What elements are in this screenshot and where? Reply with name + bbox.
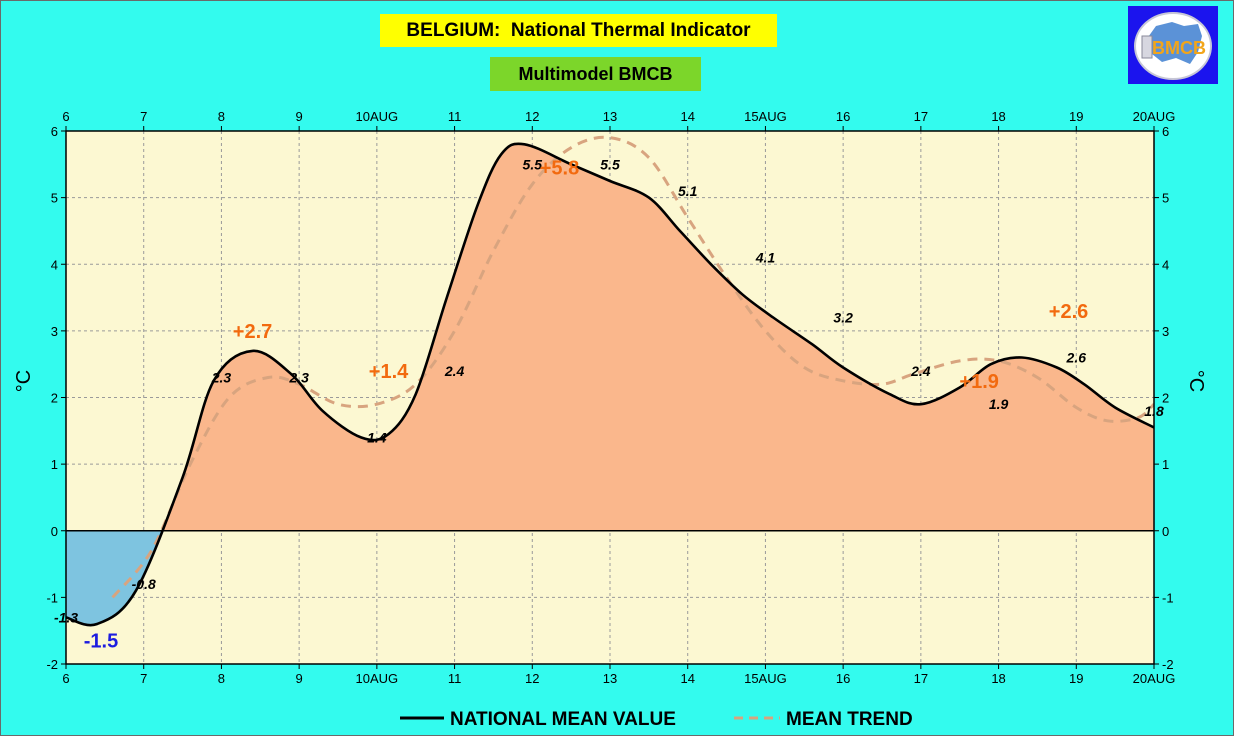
x-tick-label-bottom: 17 (914, 671, 928, 686)
data-label: 2.3 (288, 370, 309, 386)
extreme-min-label: +1.9 (959, 371, 998, 393)
y-tick-label-right: -1 (1162, 590, 1174, 605)
y-axis-title-left: °C (13, 370, 35, 392)
y-tick-label-right: 0 (1162, 524, 1169, 539)
national-mean-line (66, 142, 1154, 627)
x-tick-label-bottom: 15AUG (744, 671, 787, 686)
extreme-min-label: -1.5 (84, 631, 118, 653)
x-tick-label-bottom: 10AUG (356, 671, 399, 686)
bmcb-logo: BMCB (1128, 6, 1218, 84)
x-tick-label-bottom: 8 (218, 671, 225, 686)
x-tick-label-top: 20AUG (1133, 109, 1176, 124)
y-tick-label-left: 3 (51, 324, 58, 339)
x-tick-label-bottom: 11 (448, 671, 462, 686)
x-tick-label-bottom: 13 (603, 671, 617, 686)
y-tick-label-left: -1 (46, 590, 58, 605)
data-label: 2.4 (910, 363, 931, 379)
x-tick-label-top: 12 (525, 109, 539, 124)
data-label: 1.8 (1144, 403, 1164, 419)
x-tick-label-bottom: 7 (140, 671, 147, 686)
x-tick-label-bottom: 14 (680, 671, 694, 686)
y-tick-label-left: 6 (51, 124, 58, 139)
x-tick-label-bottom: 6 (62, 671, 69, 686)
y-tick-label-right: -2 (1162, 657, 1174, 672)
data-label: 2.4 (444, 363, 465, 379)
x-tick-label-top: 10AUG (356, 109, 399, 124)
data-label: 5.5 (523, 156, 543, 172)
y-tick-label-left: 5 (51, 191, 58, 206)
chart-subtitle: Multimodel BMCB (490, 57, 701, 91)
y-tick-label-left: 0 (51, 524, 58, 539)
x-tick-label-top: 8 (218, 109, 225, 124)
y-axis-title-right: °C (1185, 370, 1207, 392)
y-tick-label-right: 6 (1162, 124, 1169, 139)
chart-title: BELGIUM: National Thermal Indicator (380, 14, 777, 47)
legend: NATIONAL MEAN VALUE MEAN TREND (400, 709, 913, 730)
x-tick-label-top: 19 (1069, 109, 1083, 124)
data-label: 2.6 (1066, 350, 1087, 366)
extreme-max-label: +2.6 (1049, 301, 1088, 323)
x-tick-label-bottom: 12 (525, 671, 539, 686)
y-tick-label-left: 2 (51, 391, 58, 406)
y-tick-label-right: 3 (1162, 324, 1169, 339)
x-tick-label-top: 14 (680, 109, 694, 124)
legend-mean-label: NATIONAL MEAN VALUE (450, 709, 676, 730)
x-tick-label-bottom: 9 (296, 671, 303, 686)
y-tick-label-right: 5 (1162, 191, 1169, 206)
data-label: 4.1 (755, 250, 776, 266)
x-tick-label-bottom: 20AUG (1133, 671, 1176, 686)
legend-trend-label: MEAN TREND (786, 709, 913, 730)
y-tick-label-right: 1 (1162, 457, 1169, 472)
y-tick-label-right: 4 (1162, 257, 1169, 272)
data-label: 5.1 (678, 183, 698, 199)
x-tick-label-bottom: 19 (1069, 671, 1083, 686)
x-tick-label-top: 13 (603, 109, 617, 124)
data-label: 3.2 (833, 310, 853, 326)
mean-trend-line (111, 135, 1154, 599)
y-tick-label-left: 4 (51, 257, 58, 272)
x-tick-label-bottom: 16 (836, 671, 850, 686)
x-tick-label-top: 9 (296, 109, 303, 124)
y-tick-label-left: -2 (46, 657, 58, 672)
data-label: 1.9 (989, 396, 1009, 412)
positive-anomaly-area (66, 143, 1154, 531)
x-tick-label-top: 15AUG (744, 109, 787, 124)
x-tick-label-top: 11 (448, 109, 462, 124)
data-label: 2.3 (211, 370, 232, 386)
negative-anomaly-area (66, 531, 163, 626)
y-tick-label-right: 2 (1162, 391, 1169, 406)
extreme-min-label: +1.4 (369, 361, 409, 383)
svg-text:BMCB: BMCB (1152, 38, 1206, 58)
data-label: 5.5 (600, 156, 620, 172)
extreme-max-label: +5.8 (540, 158, 579, 180)
x-tick-label-top: 6 (62, 109, 69, 124)
x-tick-label-top: 18 (991, 109, 1005, 124)
data-label: -1.3 (54, 609, 78, 625)
data-label: -0.8 (132, 576, 156, 592)
x-tick-label-top: 16 (836, 109, 850, 124)
x-tick-label-top: 7 (140, 109, 147, 124)
x-tick-label-bottom: 18 (991, 671, 1005, 686)
data-label: 1.4 (367, 429, 387, 445)
extreme-max-label: +2.7 (233, 321, 272, 343)
x-tick-label-top: 17 (914, 109, 928, 124)
y-tick-label-left: 1 (51, 457, 58, 472)
